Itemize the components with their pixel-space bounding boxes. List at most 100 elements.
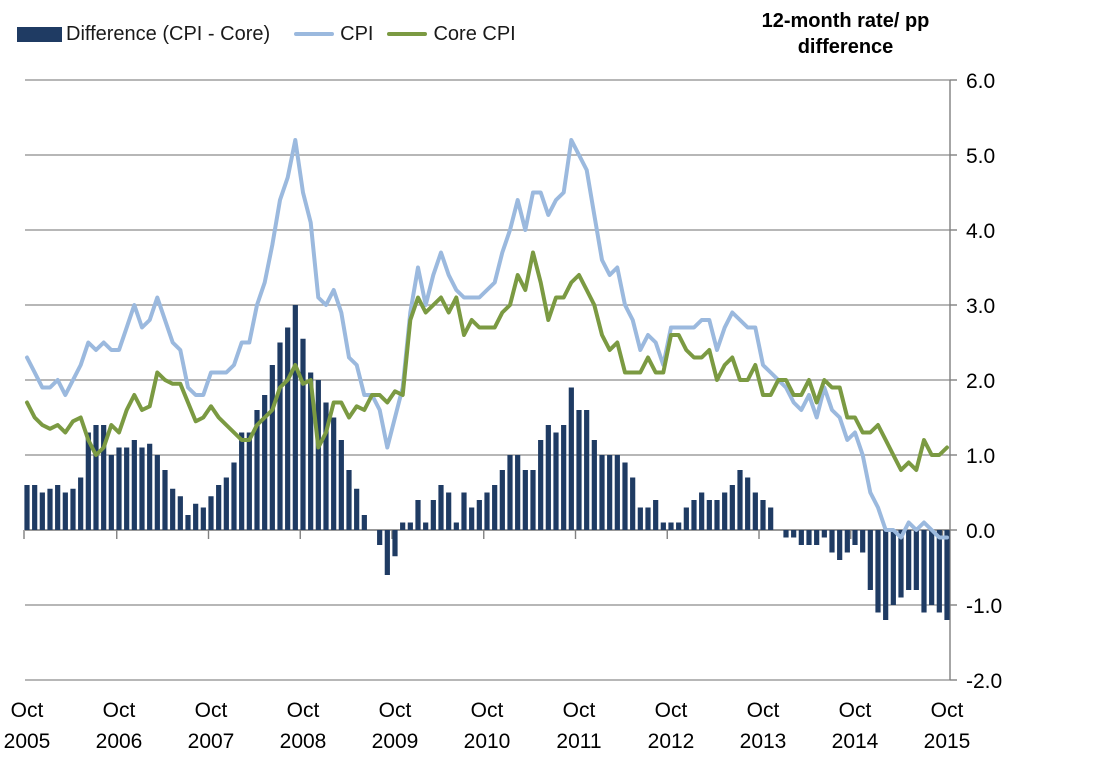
difference-bar xyxy=(469,507,475,530)
difference-bar xyxy=(584,410,590,530)
difference-bar xyxy=(538,440,544,530)
difference-bar xyxy=(791,530,797,538)
x-axis-label-month: Oct xyxy=(655,699,688,722)
difference-bar xyxy=(453,522,459,530)
y-axis-title: 12-month rate/ pp difference xyxy=(728,8,963,60)
difference-bar xyxy=(745,477,751,530)
x-axis-label-month: Oct xyxy=(11,699,44,722)
difference-bar xyxy=(484,492,490,530)
difference-bar xyxy=(93,425,99,530)
x-axis-label-month: Oct xyxy=(195,699,228,722)
y-axis-labels: 6.0 5.0 4.0 3.0 2.0 1.0 0.0 -1.0 -2.0 xyxy=(966,70,1002,693)
difference-bar xyxy=(476,500,482,530)
difference-bar xyxy=(706,500,712,530)
x-axis-label-year: 2005 xyxy=(4,730,51,753)
difference-bar xyxy=(691,500,697,530)
x-axis-label-year: 2007 xyxy=(188,730,235,753)
y-axis-tick-label: 2.0 xyxy=(966,370,995,393)
difference-bar xyxy=(913,530,919,590)
difference-bar xyxy=(231,462,237,530)
difference-bars xyxy=(24,305,950,620)
difference-bar xyxy=(614,455,620,530)
x-axis-label-month: Oct xyxy=(839,699,872,722)
difference-bar xyxy=(400,522,406,530)
y-axis-tick-label: 5.0 xyxy=(966,145,995,168)
difference-bar xyxy=(561,425,567,530)
difference-bar xyxy=(714,500,720,530)
difference-bar xyxy=(806,530,812,545)
legend-label-cpi: CPI xyxy=(340,23,374,45)
difference-bar xyxy=(883,530,889,620)
difference-bar xyxy=(415,500,421,530)
difference-bar xyxy=(354,488,360,530)
difference-bar xyxy=(798,530,804,545)
difference-bar xyxy=(55,485,61,530)
x-axis-labels: Oct 2005 Oct 2006 Oct 2007 Oct 2008 Oct 2009 Oct 20… xyxy=(4,699,971,753)
y-axis-tick-label: -2.0 xyxy=(966,670,1002,693)
difference-bar xyxy=(139,447,145,530)
difference-bar xyxy=(193,503,199,530)
difference-bar xyxy=(292,305,298,530)
difference-bar xyxy=(545,425,551,530)
difference-bar xyxy=(269,365,275,530)
x-axis-label-year: 2010 xyxy=(464,730,511,753)
difference-bar xyxy=(507,455,513,530)
difference-bar xyxy=(177,496,183,530)
x-axis-label-month: Oct xyxy=(563,699,596,722)
difference-bar xyxy=(154,455,160,530)
difference-bar xyxy=(522,470,528,530)
difference-bar xyxy=(814,530,820,545)
difference-bar xyxy=(607,455,613,530)
difference-bar xyxy=(62,492,68,530)
difference-bar xyxy=(499,470,505,530)
difference-bar xyxy=(338,440,344,530)
core-cpi-line xyxy=(25,250,949,472)
difference-bar xyxy=(200,507,206,530)
x-axis-label-year: 2014 xyxy=(832,730,879,753)
y-axis-tick-label: 6.0 xyxy=(966,70,995,93)
difference-bar xyxy=(208,496,214,530)
difference-bar xyxy=(676,522,682,530)
difference-bar xyxy=(147,443,153,530)
difference-bar xyxy=(921,530,927,613)
difference-bar xyxy=(308,372,314,530)
difference-bar xyxy=(162,470,168,530)
difference-bar xyxy=(576,410,582,530)
x-axis-label-year: 2006 xyxy=(96,730,143,753)
difference-bar xyxy=(446,492,452,530)
difference-bar xyxy=(423,522,429,530)
difference-bar xyxy=(530,470,536,530)
difference-bar xyxy=(323,402,329,530)
difference-bar xyxy=(699,492,705,530)
difference-bar xyxy=(944,530,950,620)
difference-bar xyxy=(906,530,912,590)
y-axis-tick-label: 3.0 xyxy=(966,295,995,318)
difference-bar xyxy=(653,500,659,530)
difference-bar xyxy=(837,530,843,560)
x-axis-label-year: 2009 xyxy=(372,730,419,753)
y-axis-title-line1: 12-month rate/ pp xyxy=(761,10,930,32)
difference-bar xyxy=(70,488,76,530)
difference-bar xyxy=(47,488,53,530)
x-axis-label-year: 2012 xyxy=(648,730,695,753)
difference-bar xyxy=(262,395,268,530)
difference-bar xyxy=(285,327,291,530)
difference-bar xyxy=(515,455,521,530)
difference-bar xyxy=(768,507,774,530)
x-axis-label-month: Oct xyxy=(471,699,504,722)
difference-bar xyxy=(361,515,367,530)
difference-bar xyxy=(246,432,252,530)
difference-bar xyxy=(860,530,866,553)
difference-bar xyxy=(752,492,758,530)
difference-bar xyxy=(722,492,728,530)
difference-bar xyxy=(108,455,114,530)
cpi-line xyxy=(25,138,949,540)
chart-legend: Difference (CPI - Core) CPI Core CPI xyxy=(17,23,530,45)
cpi-line-group xyxy=(25,138,949,540)
difference-bar xyxy=(384,530,390,575)
y-axis-title-line2: difference xyxy=(797,36,894,58)
difference-bar xyxy=(101,425,107,530)
x-axis-label-year: 2008 xyxy=(280,730,327,753)
difference-bar xyxy=(377,530,383,545)
legend-label-difference: Difference (CPI - Core) xyxy=(66,23,271,45)
